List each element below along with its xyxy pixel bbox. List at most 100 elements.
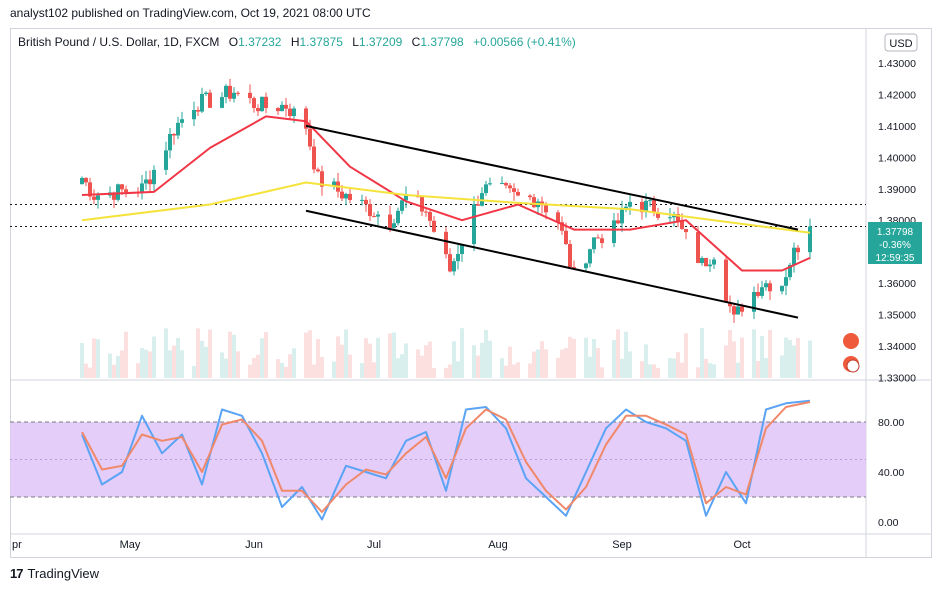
volume-bar (400, 354, 404, 378)
volume-bar (176, 337, 180, 378)
currency-button-label: USD (889, 38, 912, 50)
candle-body (652, 200, 656, 213)
candle-body (544, 205, 548, 213)
tradingview-logo-icon: 17 (10, 566, 24, 581)
volume-bar (564, 348, 568, 378)
candle-body (588, 249, 592, 264)
moving-average-ma_slow (81, 181, 811, 234)
candle-body (760, 287, 764, 296)
volume-bar (456, 361, 460, 378)
candle-body (308, 128, 312, 147)
volume-bar (220, 352, 224, 378)
volume-bar (712, 364, 716, 378)
volume-bar (260, 338, 264, 378)
volume-bar (292, 348, 296, 378)
candle-body (796, 247, 800, 253)
last-price-label: 1.37798 -0.36% 12:59:35 (868, 222, 922, 264)
candle-body (752, 291, 756, 312)
volume-bar (396, 358, 400, 378)
candle-body (488, 183, 492, 185)
candle-body (500, 183, 504, 185)
volume-bar (588, 356, 592, 378)
volume-bar (148, 351, 152, 378)
volume-bar (504, 365, 508, 378)
candle-body (700, 257, 704, 264)
candle-body (368, 204, 372, 217)
volume-bar (680, 362, 684, 378)
candle-body (736, 306, 740, 315)
candle-body (124, 189, 128, 193)
candle-body (292, 108, 296, 117)
volume-bar (672, 358, 676, 378)
candle-body (248, 92, 252, 99)
volume-bar (764, 358, 768, 378)
volume-bar (92, 338, 96, 378)
volume-bar (252, 357, 256, 378)
candle-body (168, 133, 172, 151)
us-flag-icon[interactable] (843, 333, 860, 373)
candle-body (260, 96, 264, 112)
candle-body (320, 171, 324, 187)
candle-body (808, 226, 812, 253)
candle-body (372, 216, 376, 218)
volume-bar (288, 354, 292, 378)
bar-countdown: 12:59:35 (876, 253, 915, 264)
volume-bar (656, 367, 660, 378)
candle-body (620, 208, 624, 224)
candle-body (96, 195, 100, 200)
volume-bar (120, 350, 124, 378)
candle-body (332, 181, 336, 187)
volume-bar (780, 355, 784, 378)
candle-body (528, 195, 532, 198)
volume-bar (532, 351, 536, 378)
volume-bar (432, 367, 436, 378)
candle-body (120, 184, 124, 190)
candle-body (756, 291, 760, 296)
candle-body (164, 150, 168, 170)
volume-bar (332, 361, 336, 378)
candle-body (360, 199, 364, 201)
volume-bar (768, 330, 772, 378)
candle-body (788, 264, 792, 278)
volume-bar (316, 339, 320, 378)
candle-body (388, 214, 392, 228)
currency-button[interactable]: USD (884, 33, 918, 52)
candle-body (420, 197, 424, 212)
volume-bar (788, 339, 792, 378)
volume-bar (388, 333, 392, 378)
candle-body (624, 206, 628, 209)
volume-bar (88, 367, 92, 378)
volume-bar (556, 357, 560, 378)
candle-body (256, 108, 260, 112)
moving-average-ma_fast (81, 115, 811, 272)
stoch-tick-label: 0.00 (878, 517, 899, 529)
volume-bar (256, 354, 260, 378)
candle-body (288, 108, 292, 117)
stoch-tick-label: 40.00 (878, 467, 904, 479)
volume-bar (152, 336, 156, 378)
candle-body (200, 94, 204, 112)
price-tick-label: 1.36000 (878, 278, 916, 290)
candle-body (340, 191, 344, 199)
time-tick-label: Sep (612, 539, 632, 551)
volume-bar (264, 331, 268, 378)
candle-body (140, 183, 144, 194)
volume-bar (724, 345, 728, 378)
time-tick-label: Aug (488, 539, 508, 551)
volume-bar (340, 344, 344, 378)
candle-body (572, 267, 576, 269)
candle-body (764, 283, 768, 288)
price-tick-label: 1.33000 (878, 372, 916, 384)
volume-bar (536, 349, 540, 378)
candle-body (428, 211, 432, 221)
volume-bar (624, 331, 628, 378)
candle-body (84, 177, 88, 183)
volume-bar (80, 343, 84, 378)
volume-bar (180, 350, 184, 378)
candle-body (152, 169, 156, 185)
volume-bar (192, 365, 196, 378)
volume-bar (704, 358, 708, 378)
volume-bar (736, 362, 740, 378)
volume-bar (168, 350, 172, 378)
